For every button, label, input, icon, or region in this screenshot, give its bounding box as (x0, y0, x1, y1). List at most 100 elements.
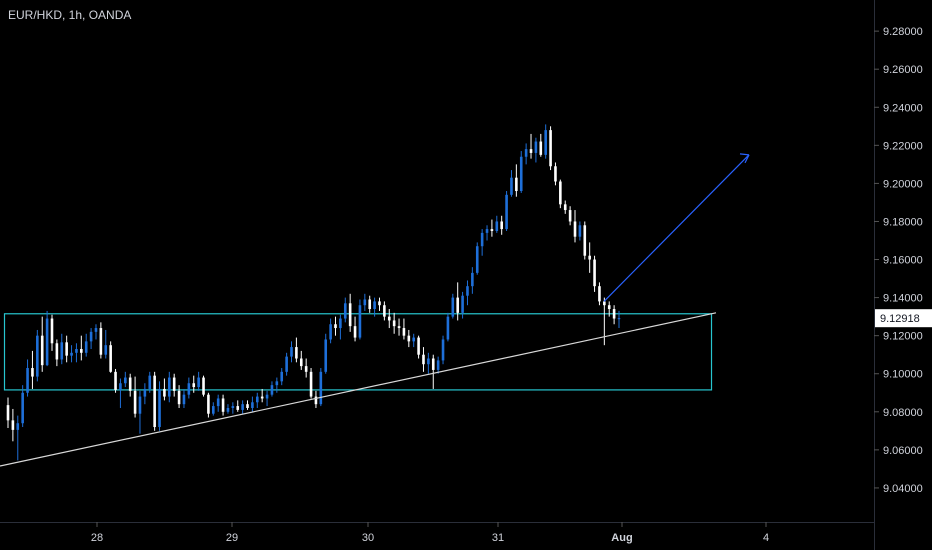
candle-body (510, 177, 513, 195)
candle (275, 377, 279, 393)
candle (207, 392, 210, 418)
candle-body (241, 404, 244, 410)
candle-body (104, 345, 108, 355)
candle (519, 151, 523, 193)
candle-body (431, 358, 435, 370)
candle-body (392, 320, 396, 327)
candle-body (563, 204, 567, 211)
candle (383, 301, 386, 321)
candle (324, 333, 328, 374)
candle-body (490, 229, 494, 231)
candle (373, 297, 376, 317)
candle-body (75, 348, 78, 353)
candle-body (612, 309, 616, 319)
candle-body (461, 295, 464, 313)
candle (84, 333, 88, 357)
candle-body (177, 390, 181, 405)
candle (31, 350, 34, 389)
candle-body (31, 368, 34, 377)
candle (471, 267, 474, 294)
candle (99, 322, 103, 359)
last-price-value: 9.12918 (880, 313, 920, 325)
candle-body (446, 316, 450, 340)
candle (363, 293, 367, 311)
candle-body (549, 130, 552, 167)
candle-body (436, 360, 440, 370)
candle (246, 400, 249, 410)
candle-body (353, 326, 357, 338)
candle (36, 329, 39, 382)
candle-body (45, 318, 49, 366)
candle-body (50, 318, 54, 344)
candle (295, 337, 298, 363)
candle-body (226, 407, 230, 412)
candle (475, 242, 479, 275)
candle (89, 328, 93, 349)
candle-body (84, 341, 88, 353)
candle-body (309, 371, 313, 397)
candle (304, 358, 308, 378)
candle-body (36, 335, 39, 377)
candle (309, 368, 313, 399)
last-price-label: 9.12918 (875, 309, 932, 328)
candle-body (158, 388, 161, 428)
candle-body (368, 299, 372, 310)
candle (397, 318, 401, 336)
candle-body (427, 358, 430, 365)
candle-body (251, 402, 254, 408)
candle (461, 291, 464, 319)
candle (417, 335, 420, 359)
y-tick-label: 9.28000 (883, 26, 923, 38)
candle-body (339, 318, 342, 329)
candle (510, 170, 513, 197)
candle-body (495, 221, 499, 231)
trendline[interactable] (0, 312, 717, 467)
candle-body (348, 303, 352, 327)
candle-body (603, 301, 606, 306)
candle (133, 376, 137, 418)
candle-body (26, 368, 29, 393)
candle (348, 293, 352, 332)
candle (607, 301, 611, 317)
candle (505, 191, 508, 231)
y-tick-label: 9.22000 (883, 140, 923, 152)
candle (441, 335, 445, 365)
candle-body (422, 354, 425, 365)
candle (251, 396, 254, 412)
candle (612, 305, 616, 325)
candle (593, 255, 596, 292)
candle (138, 390, 142, 434)
candle (378, 297, 381, 311)
candle-body (211, 406, 215, 414)
candle (402, 318, 406, 340)
x-tick-label: Aug (611, 532, 632, 544)
candle (427, 352, 430, 374)
x-tick-label: 29 (226, 532, 238, 544)
candle-body (182, 394, 186, 405)
candle-body (607, 305, 611, 310)
last-price-bg (875, 309, 932, 328)
candle-body (124, 377, 127, 384)
candle (490, 219, 494, 237)
projection-arrow-line[interactable] (603, 154, 750, 302)
candle-body (172, 377, 176, 391)
candle (260, 388, 264, 403)
candle (40, 316, 44, 372)
candle-body (153, 375, 156, 428)
candle-body (515, 177, 518, 192)
candle-body (534, 141, 538, 153)
candle (485, 225, 489, 241)
candle (563, 200, 567, 214)
candle (182, 388, 186, 408)
candle-body (617, 318, 621, 320)
candle-body (290, 347, 293, 357)
candle-body (6, 405, 10, 421)
candle-body (148, 375, 152, 389)
candle (128, 373, 132, 397)
candle-body (387, 316, 391, 321)
candle-body (80, 348, 83, 353)
candle-body (363, 299, 367, 306)
candle-body (114, 371, 117, 390)
candle-body (246, 404, 249, 408)
